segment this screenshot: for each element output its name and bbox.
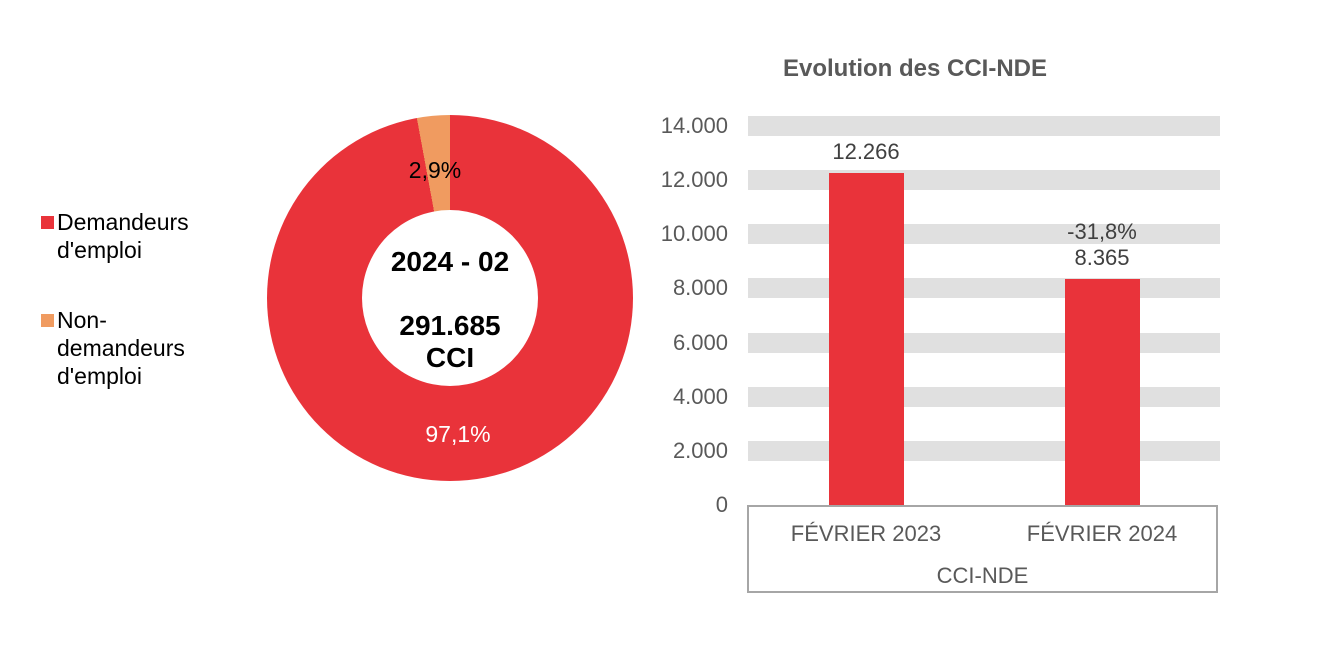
legend-item-demandeurs: Demandeurs d'emploi (41, 208, 207, 264)
gridline-band (748, 278, 1220, 299)
gridline-band (748, 440, 1220, 461)
bar-value-label: 8.365 (1074, 244, 1130, 270)
y-tick-label: 6.000 (672, 329, 728, 355)
y-tick-label: 10.000 (660, 221, 728, 247)
axis-group-label: CCI-NDE (936, 563, 1029, 588)
donut-center-unit: CCI (425, 342, 475, 373)
gridline-band (748, 116, 1220, 136)
gridline-band (748, 170, 1220, 191)
donut-slice-label-demandeurs: 97,1% (425, 421, 491, 447)
bar-chart-title: Evolution des CCI-NDE (782, 55, 1047, 82)
bar-delta-label: -31,8% (1067, 218, 1137, 244)
y-tick-label: 14.000 (660, 113, 728, 138)
bar-FÉVRIER 2024 (1064, 278, 1140, 505)
gridline-band (748, 386, 1220, 407)
donut-center-total: 291.685 (399, 310, 501, 341)
legend-swatch-demandeurs (41, 216, 54, 229)
category-label: FÉVRIER 2023 (790, 521, 942, 546)
y-tick-label: 8.000 (672, 275, 728, 301)
bar-FÉVRIER 2023 (828, 172, 904, 505)
y-tick-label: 0 (715, 492, 728, 517)
legend-label-demandeurs: Demandeurs d'emploi (57, 209, 189, 263)
bar-value-label: 12.266 (832, 138, 900, 164)
donut-center-period: 2024 - 02 (390, 246, 510, 277)
donut-slice-label-non-demandeurs: 2,9% (408, 157, 462, 183)
donut-hole (362, 210, 538, 386)
legend-label-non-demandeurs: Non-demandeurs d'emploi (57, 307, 185, 389)
y-tick-label: 2.000 (672, 437, 728, 463)
legend-swatch-non-demandeurs (41, 314, 54, 327)
category-label: FÉVRIER 2024 (1026, 521, 1178, 546)
y-tick-label: 12.000 (660, 167, 728, 193)
gridline-band (748, 332, 1220, 353)
category-axis-box (747, 505, 1218, 593)
legend-item-non-demandeurs: Non-demandeurs d'emploi (41, 306, 207, 390)
y-tick-label: 4.000 (672, 383, 728, 409)
